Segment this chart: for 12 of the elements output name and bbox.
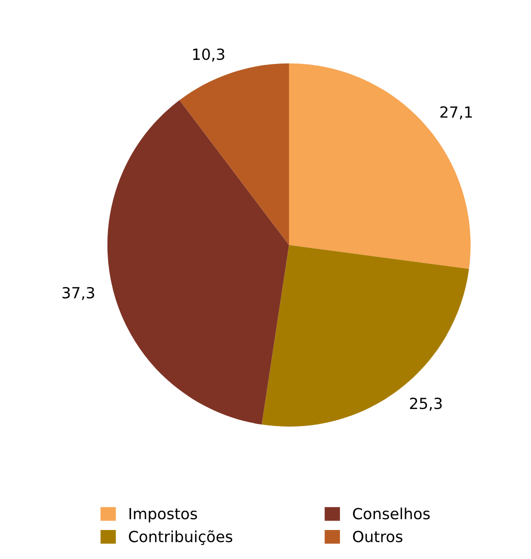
data-label: 10,3 bbox=[193, 48, 224, 62]
pie-slice bbox=[107, 100, 289, 425]
data-label: 25,3 bbox=[410, 398, 442, 411]
pie-slice bbox=[289, 63, 471, 269]
legend-label: Impostos bbox=[130, 508, 197, 522]
legend-label: Contribuições bbox=[128, 530, 232, 546]
pie-slice bbox=[180, 63, 289, 245]
data-label: 27,1 bbox=[440, 106, 472, 120]
legend-label: Outros bbox=[353, 530, 402, 542]
data-label: 37,3 bbox=[62, 286, 94, 300]
pie-slice bbox=[262, 245, 470, 427]
legend-label: Conselhos bbox=[353, 508, 430, 520]
